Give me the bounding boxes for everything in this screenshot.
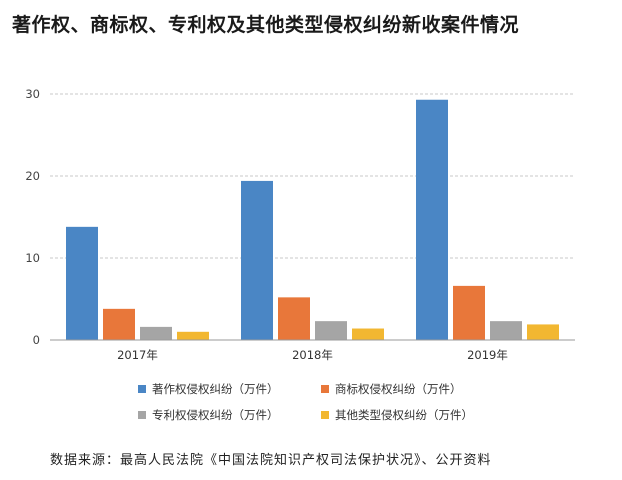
legend-swatch-copyright (138, 385, 146, 393)
axes: 0 10 20 30 2017年 2018年 2019年 (25, 87, 575, 362)
y-tick-label: 20 (25, 169, 40, 183)
legend-item-copyright: 著作权侵权纠纷（万件） (138, 381, 313, 397)
x-tick-label: 2018年 (292, 348, 333, 362)
legend-swatch-trademark (321, 385, 329, 393)
legend-label-copyright: 著作权侵权纠纷（万件） (152, 382, 279, 396)
bar (241, 180, 273, 340)
bars (66, 99, 559, 341)
legend: 著作权侵权纠纷（万件） 商标权侵权纠纷（万件） 专利权侵权纠纷（万件） 其他类型… (138, 381, 538, 423)
y-tick-label: 10 (25, 251, 40, 265)
legend-swatch-other (321, 411, 329, 419)
y-tick-label: 30 (25, 87, 40, 101)
bar (352, 328, 384, 340)
legend-swatch-patent (138, 411, 146, 419)
data-source-note: 数据来源：最高人民法院《中国法院知识产权司法保护状况》、公开资料 (50, 453, 492, 468)
bar (66, 226, 98, 340)
chart-title: 著作权、商标权、专利权及其他类型侵权纠纷新收案件情况 (12, 14, 520, 36)
bar (140, 326, 172, 340)
bar (177, 331, 209, 340)
legend-label-other: 其他类型侵权纠纷（万件） (335, 408, 473, 422)
x-tick-label: 2019年 (467, 348, 508, 362)
bar (453, 285, 485, 340)
legend-label-patent: 专利权侵权纠纷（万件） (152, 408, 279, 422)
bar (527, 324, 559, 340)
legend-item-trademark: 商标权侵权纠纷（万件） (321, 381, 496, 397)
legend-label-trademark: 商标权侵权纠纷（万件） (335, 382, 462, 396)
bar (315, 321, 347, 340)
bar (416, 99, 448, 341)
bar (278, 297, 310, 340)
y-tick-label: 0 (33, 333, 40, 347)
bar (490, 321, 522, 340)
legend-item-patent: 专利权侵权纠纷（万件） (138, 407, 313, 423)
legend-item-other: 其他类型侵权纠纷（万件） (321, 407, 496, 423)
x-tick-label: 2017年 (117, 348, 158, 362)
bar (103, 308, 135, 340)
gridlines (50, 93, 575, 259)
